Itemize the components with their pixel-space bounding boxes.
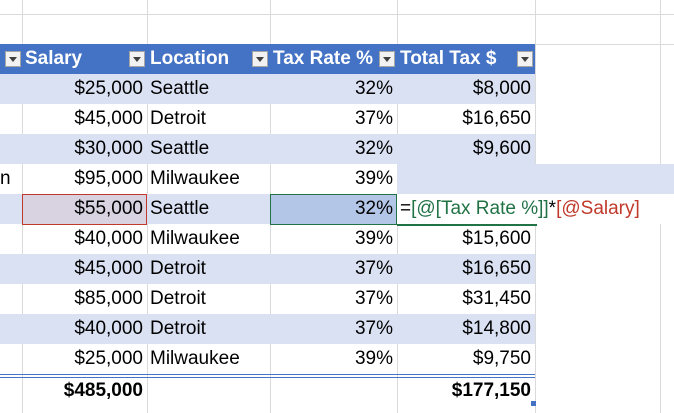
total-salary[interactable]: $485,000: [63, 380, 143, 401]
salary-cell[interactable]: $55,000: [74, 198, 143, 219]
location-cell[interactable]: Detroit: [150, 108, 206, 129]
total-row-border: [0, 374, 535, 375]
referenced-cell-highlight: [22, 194, 147, 225]
salary-cell[interactable]: $40,000: [74, 318, 143, 339]
salary-cell[interactable]: $45,000: [74, 258, 143, 279]
salary-cell[interactable]: $30,000: [74, 138, 143, 159]
location-cell[interactable]: Detroit: [150, 258, 206, 279]
tax-rate-cell[interactable]: 32%: [354, 138, 393, 159]
total-tax-cell[interactable]: $31,450: [462, 288, 531, 309]
row-band: [0, 134, 535, 164]
filter-dropdown-icon[interactable]: [252, 51, 268, 67]
salary-cell[interactable]: $85,000: [74, 288, 143, 309]
salary-cell[interactable]: $25,000: [74, 78, 143, 99]
tax-rate-cell[interactable]: 37%: [354, 318, 393, 339]
location-cell[interactable]: Detroit: [150, 318, 206, 339]
formula-ref-salary: [@Salary]: [556, 198, 640, 219]
total-tax-cell[interactable]: $16,650: [462, 108, 531, 129]
row-band: [0, 254, 535, 284]
total-tax-cell[interactable]: $9,750: [472, 348, 531, 369]
referenced-cell-highlight: [270, 194, 397, 224]
location-cell[interactable]: Seattle: [150, 138, 210, 159]
header-total-tax[interactable]: Total Tax $: [400, 48, 497, 69]
total-row-border: [0, 377, 535, 378]
location-cell[interactable]: Seattle: [150, 198, 210, 219]
total-tax-cell[interactable]: $14,800: [462, 318, 531, 339]
location-cell[interactable]: Milwaukee: [150, 168, 240, 189]
gridline: [0, 14, 674, 15]
filter-dropdown-icon[interactable]: [129, 51, 145, 67]
tax-rate-cell[interactable]: 32%: [354, 78, 393, 99]
location-cell[interactable]: Milwaukee: [150, 228, 240, 249]
total-tax[interactable]: $177,150: [451, 380, 531, 401]
formula-ref-tax-rate: [@[Tax Rate %]]: [411, 198, 549, 219]
header-location[interactable]: Location: [150, 48, 230, 69]
formula-operator: *: [548, 198, 557, 219]
total-tax-cell[interactable]: $15,600: [462, 228, 531, 249]
table-resize-handle[interactable]: [531, 401, 536, 406]
row-band: [397, 164, 674, 194]
active-cell-underline: [397, 224, 537, 226]
formula-edit-cell[interactable]: =[@[Tax Rate %]]*[@Salary]: [397, 194, 674, 224]
total-tax-cell[interactable]: $9,600: [472, 138, 531, 159]
formula-equals: =: [400, 198, 412, 219]
filter-dropdown-icon[interactable]: [5, 51, 21, 67]
header-tax-rate[interactable]: Tax Rate %: [273, 48, 373, 69]
tax-rate-cell[interactable]: 37%: [354, 108, 393, 129]
tax-rate-cell[interactable]: 39%: [354, 228, 393, 249]
location-cell[interactable]: Seattle: [150, 78, 210, 99]
salary-cell[interactable]: $45,000: [74, 108, 143, 129]
row-band: [0, 74, 535, 104]
referenced-cell-border: [270, 194, 397, 225]
tax-rate-cell[interactable]: 39%: [354, 348, 393, 369]
total-tax-cell[interactable]: [397, 164, 535, 194]
partial-cell[interactable]: n: [0, 168, 11, 189]
tax-rate-cell[interactable]: 37%: [354, 288, 393, 309]
total-tax-cell[interactable]: $16,650: [462, 258, 531, 279]
location-cell[interactable]: Milwaukee: [150, 348, 240, 369]
header-salary[interactable]: Salary: [25, 48, 83, 69]
tax-rate-cell[interactable]: 32%: [354, 198, 393, 219]
filter-dropdown-icon[interactable]: [379, 51, 395, 67]
salary-cell[interactable]: $25,000: [74, 348, 143, 369]
salary-cell[interactable]: $95,000: [74, 168, 143, 189]
row-band: [0, 314, 535, 344]
location-cell[interactable]: Detroit: [150, 288, 206, 309]
tax-rate-cell[interactable]: 39%: [354, 168, 393, 189]
total-tax-cell[interactable]: $8,000: [472, 78, 531, 99]
tax-rate-cell[interactable]: 37%: [354, 258, 393, 279]
salary-cell[interactable]: $40,000: [74, 228, 143, 249]
filter-dropdown-icon[interactable]: [517, 51, 533, 67]
